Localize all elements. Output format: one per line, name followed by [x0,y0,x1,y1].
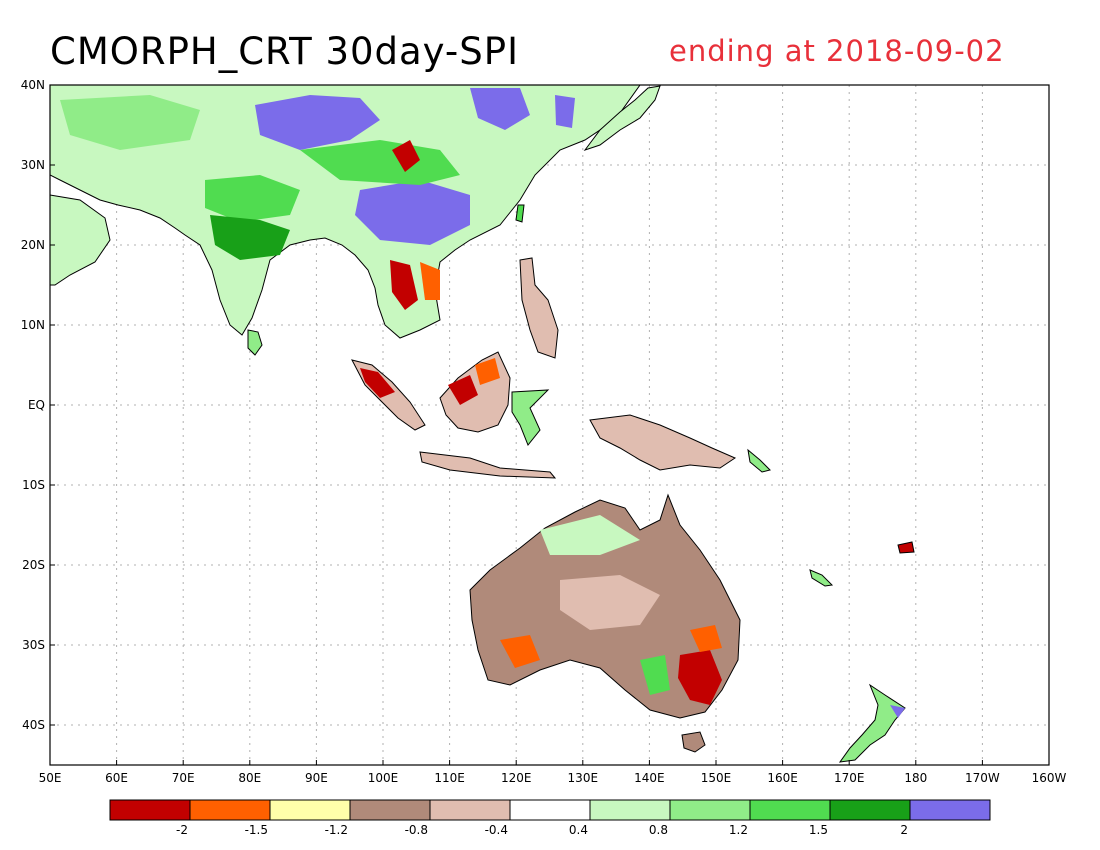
y-tick-label: 40S [22,718,45,732]
y-tick-label: 10N [21,318,45,332]
x-tick-label: 120E [501,771,532,785]
new-zealand-land [838,683,906,763]
legend-label: 2 [900,823,908,837]
arabia-land [49,194,111,286]
x-tick-label: 50E [39,771,62,785]
wet-patch-china-south [355,180,470,245]
x-tick-label: 60E [105,771,128,785]
dry-patch-borneo-north [475,358,500,385]
legend-swatch [909,799,991,821]
x-tick-label: 110E [434,771,465,785]
wet-patch-nz-north [890,705,905,718]
dry-patch-australia-se-orange [690,625,722,652]
spi-anomaly-patches [60,88,905,718]
legend-label: -1.2 [325,823,348,837]
legend-label: -1.5 [245,823,268,837]
color-legend: -2 -1.5 -1.2 -0.8 -0.4 0.4 0.8 1.2 1.5 2 [109,799,991,837]
y-tick-label: 20S [22,558,45,572]
legend-label: 1.5 [809,823,828,837]
x-tick-label: 130E [568,771,599,785]
legend-swatch [589,799,671,821]
wet-patch-india-north [205,175,300,222]
legend-swatch [429,799,511,821]
wet-patch-north-china [470,88,530,130]
x-tick-label: 160W [1032,771,1067,785]
legend-label: -2 [176,823,188,837]
legend-swatch [349,799,431,821]
x-tick-label: 170E [834,771,865,785]
fiji-land [897,541,915,554]
legend-swatch [669,799,751,821]
sulawesi-land [511,389,550,446]
x-tick-label: 160E [767,771,798,785]
dry-patch-sumatra [360,368,395,398]
y-tick-label: 30S [22,638,45,652]
x-tick-label: 170W [965,771,1000,785]
legend-swatch [109,799,191,821]
x-tick-label: 100E [368,771,399,785]
legend-label: 0.4 [569,823,588,837]
wet-patch-korea-japan [555,95,575,128]
dry-patch-indochina-east [420,262,440,300]
wet-patch-pakistan [120,150,200,195]
x-tick-label: 150E [701,771,732,785]
tasmania-land [681,731,706,753]
dry-patch-australia-north [540,515,640,555]
y-tick-label: 20N [21,238,45,252]
map-date-subtitle: ending at 2018-09-02 [669,34,1005,68]
new-guinea-land [589,414,737,471]
dry-patch-indochina [390,260,418,310]
legend-swatch [189,799,271,821]
dry-patch-australia-central [560,575,660,630]
y-tick-label: 30N [21,158,45,172]
wet-patch-australia-east [640,655,670,695]
asia-land [49,84,641,339]
wet-patch-china-central [300,140,460,185]
wet-patch-india-central [210,215,290,260]
map-title: CMORPH_CRT 30day-SPI [50,30,519,73]
x-tick-label: 70E [172,771,195,785]
axis-labels: 50E 60E 70E 80E 90E 100E 110E 120E 130E 140E 150E 1… [21,78,1067,785]
legend-label: 0.8 [649,823,668,837]
dry-patch-china [392,140,420,172]
x-tick-label: 80E [238,771,261,785]
map-frame [49,84,1050,766]
legend-swatch [509,799,591,821]
legend-label: -0.8 [405,823,428,837]
wet-patch-west-asia [60,95,200,150]
java-land [419,451,557,479]
taiwan-land [515,204,525,223]
legend-swatch [269,799,351,821]
wet-patch-tibet [255,95,380,150]
x-tick-label: 180 [904,771,927,785]
y-tick-label: EQ [28,398,45,412]
legend-label: -0.4 [485,823,508,837]
dry-patch-australia-west [500,635,540,668]
japan-land [583,85,661,151]
new-caledonia-land [809,569,834,587]
legend-swatch [829,799,911,821]
y-tick-label: 10S [22,478,45,492]
x-tick-label: 90E [305,771,328,785]
legend-swatch [749,799,831,821]
dry-patch-australia-se [678,650,722,705]
dry-patch-borneo [448,375,478,405]
sri-lanka-land [247,329,263,356]
philippines-land [519,257,559,359]
solomon-islands-land [747,448,771,473]
legend-label: 1.2 [729,823,748,837]
x-tick-label: 140E [634,771,665,785]
y-tick-label: 40N [21,78,45,92]
